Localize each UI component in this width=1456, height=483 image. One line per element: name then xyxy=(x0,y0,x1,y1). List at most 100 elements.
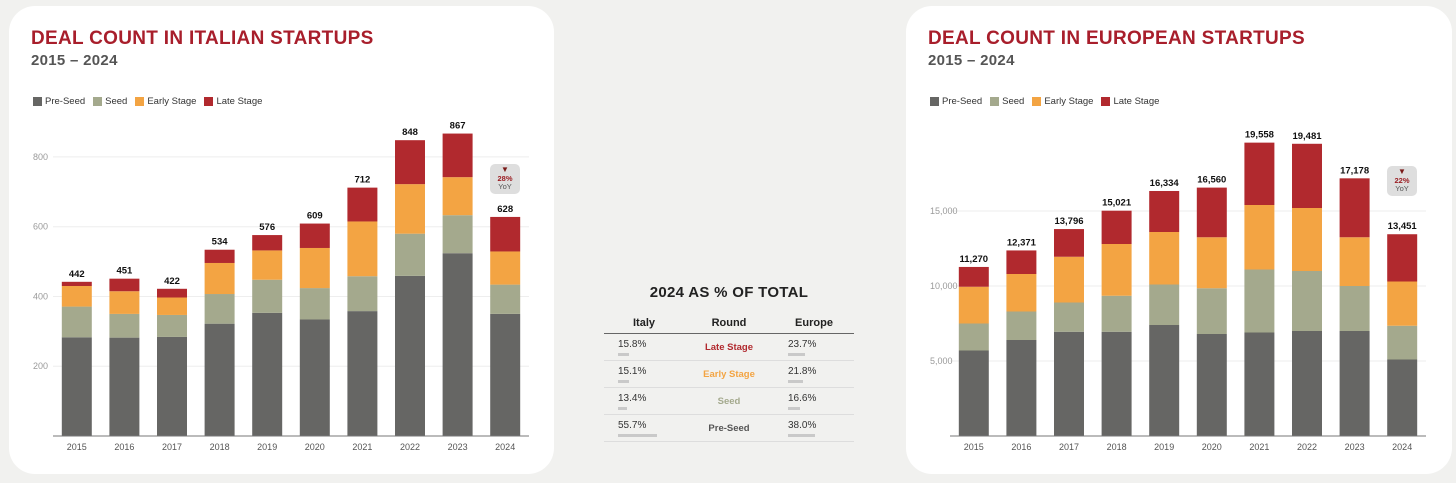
yoy-badge: ▼ 28% YoY xyxy=(490,164,520,194)
bar-seed-2024 xyxy=(1387,325,1418,360)
italy-cell: 15.8% xyxy=(604,333,684,361)
europe-value: 21.8% xyxy=(788,365,817,377)
bar-pre-seed-2024 xyxy=(490,313,521,436)
italy-value: 15.8% xyxy=(618,338,647,350)
bar-total-label: 19,481 xyxy=(1292,131,1322,142)
bar-late-stage-2019 xyxy=(252,235,283,251)
bar-seed-2015 xyxy=(61,306,92,338)
legend-label: Pre-Seed xyxy=(942,96,983,107)
bar-early-stage-2020 xyxy=(1196,237,1227,289)
bar-early-stage-2017 xyxy=(157,297,187,315)
bar-pre-seed-2020 xyxy=(299,319,330,436)
x-tick-label: 2022 xyxy=(400,442,420,452)
legend-swatch xyxy=(990,97,1000,106)
table-header-row: Italy Round Europe xyxy=(604,312,854,334)
europe-value: 38.0% xyxy=(788,419,817,431)
bar-pre-seed-2016 xyxy=(109,337,140,436)
legend-swatch xyxy=(1032,97,1042,106)
italy-cell: 55.7% xyxy=(604,414,684,442)
bar-seed-2024 xyxy=(490,284,521,314)
y-tick-label: 15,000 xyxy=(930,206,958,216)
legend-label: Seed xyxy=(1002,96,1025,107)
yoy-label: YoY xyxy=(498,182,512,191)
italy-value: 15.1% xyxy=(618,365,647,377)
y-tick-label: 400 xyxy=(33,291,48,301)
down-arrow-icon: ▼ xyxy=(1398,167,1406,176)
bar-seed-2021 xyxy=(1244,269,1275,333)
x-tick-label: 2021 xyxy=(352,442,372,452)
europe-bar xyxy=(788,379,804,383)
legend-swatch xyxy=(93,97,103,106)
legend-item-early-stage: Early Stage xyxy=(135,96,196,107)
bar-pre-seed-2017 xyxy=(1054,331,1084,436)
bar-seed-2016 xyxy=(109,313,140,338)
bar-pre-seed-2020 xyxy=(1196,334,1227,436)
bar-total-label: 867 xyxy=(450,121,466,132)
bar-total-label: 451 xyxy=(116,266,133,277)
italy-value: 13.4% xyxy=(618,392,647,404)
bar-seed-2017 xyxy=(157,314,187,337)
bar-late-stage-2015 xyxy=(61,281,92,286)
bar-late-stage-2021 xyxy=(1244,142,1275,205)
legend-label: Early Stage xyxy=(147,96,197,107)
bar-early-stage-2015 xyxy=(958,286,989,324)
x-tick-label: 2024 xyxy=(1392,442,1412,452)
bar-total-label: 422 xyxy=(164,276,180,287)
europe-chart-card: DEAL COUNT IN EUROPEAN STARTUPS 2015 – 2… xyxy=(906,6,1452,474)
bar-early-stage-2015 xyxy=(61,286,92,307)
bar-early-stage-2017 xyxy=(1054,256,1084,303)
bar-pre-seed-2018 xyxy=(1101,331,1132,436)
bar-early-stage-2023 xyxy=(442,177,473,216)
europe-cell: 21.8% xyxy=(774,360,854,388)
italy-value: 55.7% xyxy=(618,419,647,431)
legend-item-pre-seed: Pre-Seed xyxy=(930,96,982,107)
x-tick-label: 2023 xyxy=(1345,442,1365,452)
y-tick-label: 600 xyxy=(33,222,48,232)
yoy-percent: 28% xyxy=(497,173,513,183)
chart-legend: Pre-Seed Seed Early Stage Late Stage xyxy=(33,96,262,107)
bar-late-stage-2017 xyxy=(157,288,187,298)
bar-early-stage-2018 xyxy=(204,262,235,295)
bar-pre-seed-2018 xyxy=(204,323,235,436)
bar-total-label: 442 xyxy=(69,269,85,280)
summary-table-title: 2024 AS % OF TOTAL xyxy=(649,284,809,301)
europe-cell: 23.7% xyxy=(774,333,854,361)
europe-bar xyxy=(788,352,805,356)
bar-seed-2018 xyxy=(1101,295,1132,332)
x-tick-label: 2018 xyxy=(1107,442,1127,452)
italy-bar xyxy=(618,406,628,410)
legend-swatch xyxy=(204,97,214,106)
italy-bar xyxy=(618,379,629,383)
bar-early-stage-2022 xyxy=(395,184,425,234)
bar-seed-2020 xyxy=(299,288,330,320)
bar-total-label: 16,334 xyxy=(1150,178,1180,189)
chart-subtitle: 2015 – 2024 xyxy=(31,52,118,69)
bar-pre-seed-2023 xyxy=(1339,331,1370,436)
bar-late-stage-2016 xyxy=(1006,250,1037,274)
bar-seed-2016 xyxy=(1006,311,1037,340)
bar-pre-seed-2019 xyxy=(1149,325,1180,436)
y-tick-label: 800 xyxy=(33,152,48,162)
bar-pre-seed-2019 xyxy=(252,312,283,436)
bar-pre-seed-2021 xyxy=(1244,332,1275,436)
bar-late-stage-2019 xyxy=(1149,190,1180,232)
yoy-label: YoY xyxy=(1395,184,1409,193)
legend-swatch xyxy=(1101,97,1111,106)
bar-late-stage-2020 xyxy=(299,223,330,248)
round-label: Seed xyxy=(684,387,774,415)
bar-late-stage-2020 xyxy=(1196,187,1227,238)
bar-seed-2017 xyxy=(1054,302,1084,332)
legend-swatch xyxy=(135,97,145,106)
bar-early-stage-2020 xyxy=(299,247,330,289)
round-label: Pre-Seed xyxy=(684,414,774,442)
bar-late-stage-2017 xyxy=(1054,229,1084,257)
legend-item-late-stage: Late Stage xyxy=(204,96,262,107)
table-row: 55.7% Pre-Seed 38.0% xyxy=(604,414,854,442)
y-tick-label: 5,000 xyxy=(930,356,953,366)
legend-label: Pre-Seed xyxy=(45,96,86,107)
chart-title: DEAL COUNT IN ITALIAN STARTUPS xyxy=(31,28,374,49)
bar-late-stage-2016 xyxy=(109,278,140,292)
x-tick-label: 2023 xyxy=(448,442,468,452)
bar-seed-2020 xyxy=(1196,288,1227,334)
bar-late-stage-2023 xyxy=(442,133,473,178)
